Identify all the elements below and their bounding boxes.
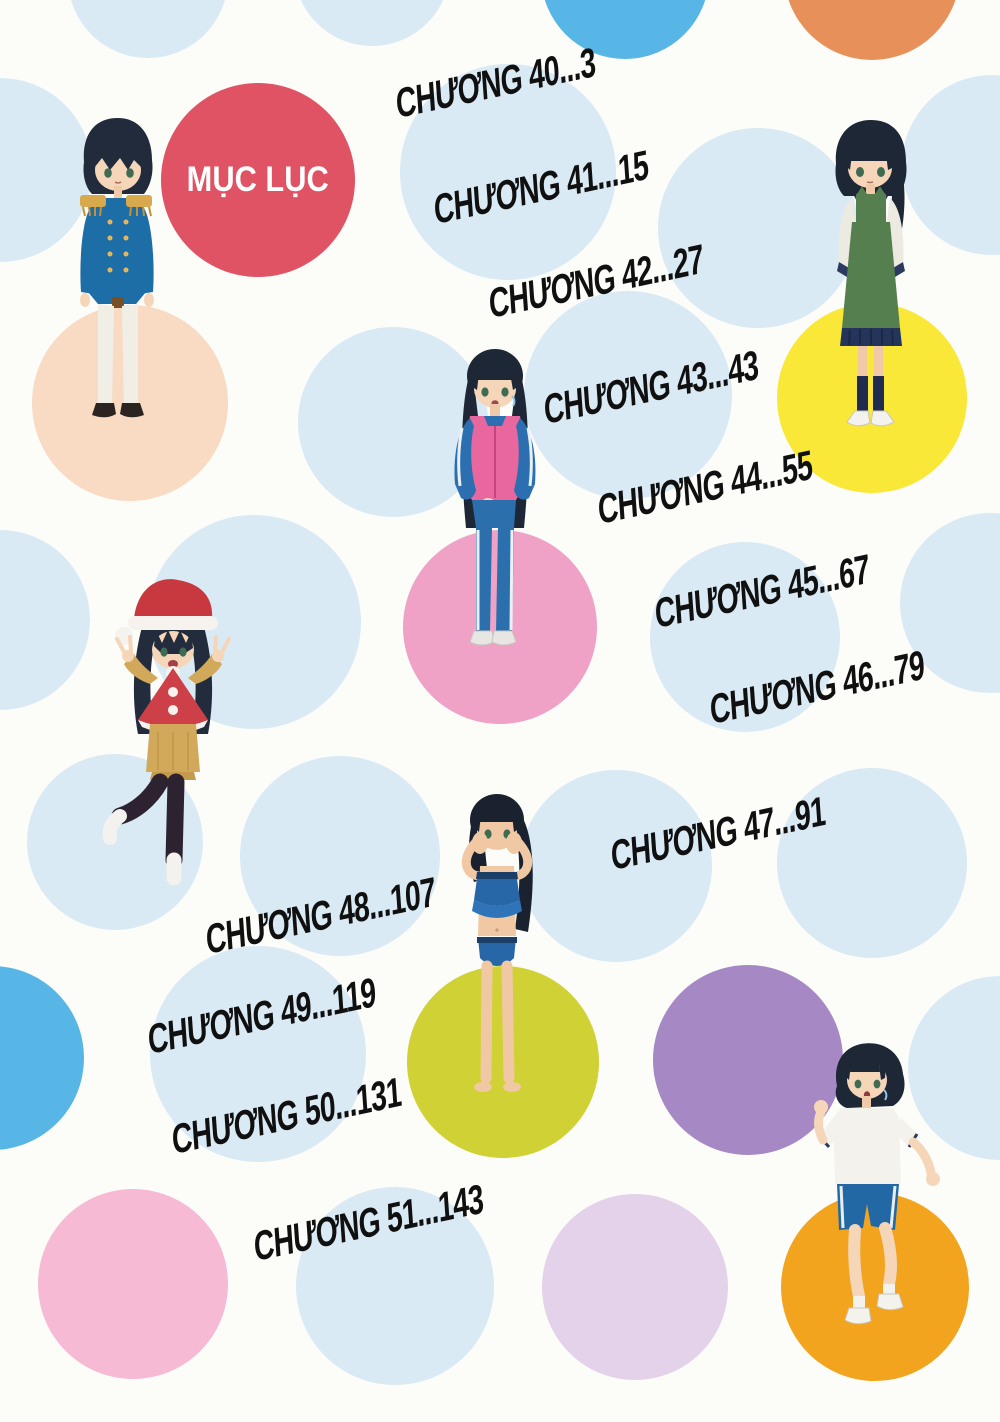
background-dot bbox=[524, 291, 732, 499]
character-girl-running-illustration bbox=[814, 1043, 940, 1325]
background-dot bbox=[520, 770, 712, 962]
background-dot bbox=[542, 1194, 728, 1380]
background-dot bbox=[68, 0, 228, 58]
title-circle-label: MỤC LỤC bbox=[118, 158, 398, 202]
page-title: MỤC LỤC bbox=[186, 160, 330, 199]
character-girl-santa-outfit-illustration bbox=[102, 579, 231, 886]
background-dot bbox=[161, 83, 355, 277]
background-dot bbox=[0, 966, 84, 1150]
background-dot bbox=[240, 756, 440, 956]
character-girl-swimsuit-illustration bbox=[461, 794, 533, 1092]
background-dot bbox=[296, 1187, 494, 1385]
character-girl-tracksuit-illustration bbox=[454, 349, 536, 646]
background-dot bbox=[400, 64, 616, 280]
background-dot bbox=[658, 128, 858, 328]
background-dot bbox=[650, 542, 840, 732]
character-girl-green-apron-illustration bbox=[835, 120, 907, 427]
character-boy-military-uniform-illustration bbox=[80, 118, 154, 418]
background-dot bbox=[150, 946, 366, 1162]
background-dot bbox=[784, 0, 960, 60]
background-dot bbox=[653, 965, 843, 1155]
background-dot bbox=[38, 1189, 228, 1379]
background-dot bbox=[777, 768, 967, 958]
background-dot bbox=[294, 0, 450, 46]
